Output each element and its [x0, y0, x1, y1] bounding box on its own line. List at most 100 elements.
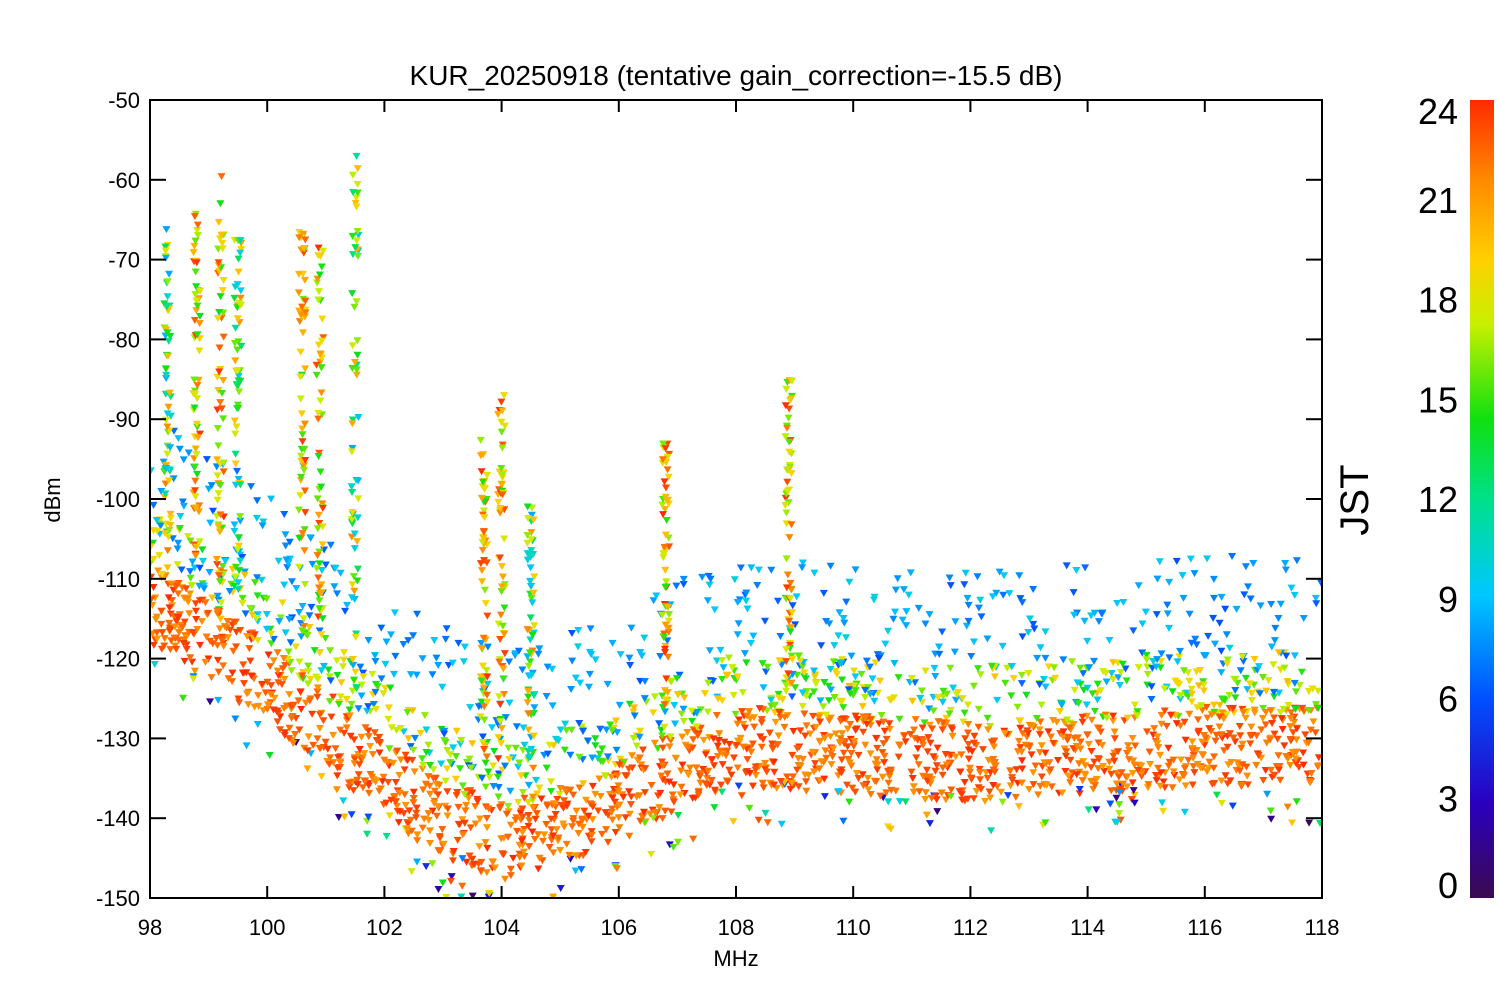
data-point: [186, 574, 195, 582]
data-point: [843, 781, 852, 789]
data-point: [798, 663, 807, 671]
data-point: [500, 630, 509, 638]
data-point: [933, 744, 942, 752]
data-point: [537, 907, 545, 914]
data-point: [1152, 777, 1161, 785]
data-point: [1203, 768, 1212, 776]
data-point: [295, 726, 304, 734]
data-point: [253, 611, 262, 619]
data-point: [865, 663, 874, 671]
data-point: [161, 365, 170, 373]
data-point: [440, 730, 449, 738]
data-point: [382, 832, 391, 840]
data-point: [1046, 766, 1055, 774]
data-point: [173, 561, 182, 569]
data-point: [304, 680, 313, 688]
data-point: [534, 865, 543, 873]
data-point: [660, 478, 669, 486]
data-point: [554, 834, 563, 842]
data-point: [789, 728, 798, 736]
data-point: [851, 687, 860, 695]
data-point: [894, 741, 903, 749]
data-point: [566, 855, 575, 863]
data-point: [196, 287, 205, 295]
data-point: [1295, 681, 1304, 689]
data-point: [439, 840, 448, 848]
data-point: [231, 283, 240, 291]
data-point: [1217, 777, 1226, 785]
data-point: [939, 719, 948, 727]
data-point: [677, 783, 686, 791]
data-point: [267, 682, 276, 690]
data-point: [972, 787, 981, 795]
data-point: [448, 857, 457, 865]
data-point: [963, 594, 972, 602]
data-point: [584, 812, 593, 820]
data-point: [649, 814, 658, 822]
data-point: [497, 835, 506, 843]
data-point: [462, 858, 471, 866]
data-point: [1014, 803, 1023, 811]
y-tick-label: -80: [108, 327, 140, 352]
data-point: [263, 678, 272, 686]
data-point: [219, 459, 228, 467]
data-point: [350, 595, 359, 603]
data-point: [315, 725, 324, 733]
data-point: [1157, 720, 1166, 728]
data-point: [528, 504, 537, 512]
data-point: [178, 498, 187, 506]
data-point: [661, 807, 670, 815]
data-point: [150, 660, 159, 668]
data-point: [197, 618, 206, 626]
data-point: [297, 311, 306, 319]
data-point: [964, 601, 973, 609]
data-point: [1078, 777, 1087, 785]
data-point: [1210, 779, 1219, 787]
data-point: [1099, 762, 1108, 770]
data-point: [526, 564, 535, 572]
data-point: [863, 774, 872, 782]
data-point: [446, 877, 455, 885]
data-point: [625, 788, 634, 796]
data-point: [1130, 701, 1139, 709]
data-point: [911, 679, 920, 687]
data-point: [214, 387, 223, 395]
data-point: [989, 743, 998, 751]
data-point: [625, 654, 634, 662]
data-point: [238, 669, 247, 677]
data-point: [981, 797, 990, 805]
data-point: [1160, 685, 1169, 693]
data-point: [409, 788, 418, 796]
data-point: [1217, 799, 1226, 807]
data-point: [686, 764, 695, 772]
data-point: [318, 504, 327, 512]
data-point: [1278, 725, 1287, 733]
data-point: [1222, 631, 1231, 639]
data-point: [1235, 767, 1244, 775]
data-point: [1050, 664, 1059, 672]
data-point: [780, 723, 789, 731]
data-point: [809, 688, 818, 696]
data-point: [895, 798, 904, 806]
data-point: [629, 734, 638, 742]
data-point: [314, 288, 323, 296]
data-point: [568, 657, 577, 665]
data-point: [767, 566, 776, 574]
data-point: [489, 762, 498, 770]
data-point: [1299, 615, 1308, 623]
data-point: [1005, 590, 1014, 598]
data-point: [742, 597, 751, 605]
data-point: [1142, 728, 1151, 736]
data-point: [842, 634, 851, 642]
data-point: [569, 791, 578, 799]
data-point: [1084, 740, 1093, 748]
data-point: [907, 675, 916, 683]
data-point: [191, 477, 200, 485]
data-point: [163, 547, 172, 555]
data-point: [300, 276, 309, 284]
data-point: [1155, 558, 1164, 566]
data-point: [230, 527, 239, 535]
data-point: [656, 652, 665, 660]
data-point: [479, 451, 488, 459]
data-point: [1034, 791, 1043, 799]
